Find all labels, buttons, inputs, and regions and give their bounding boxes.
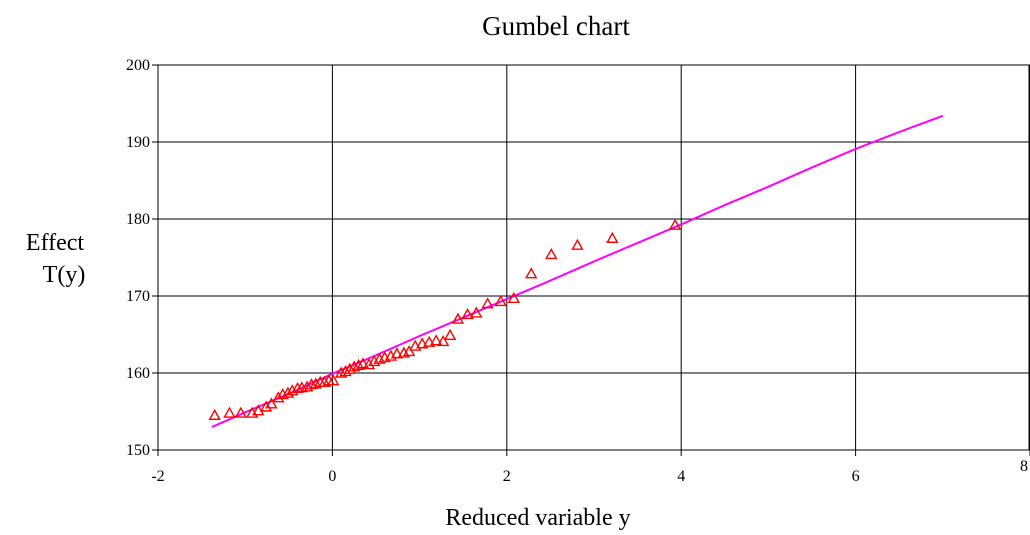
plot-area-frame	[157, 64, 1030, 451]
data-point-triangle	[208, 408, 221, 421]
data-point-triangle	[300, 380, 314, 392]
data-point-triangle	[525, 267, 538, 279]
data-point-triangle	[339, 365, 352, 377]
x-axis-title: Reduced variable y	[445, 505, 630, 531]
y-tick-label: 160	[126, 365, 150, 382]
observed-data-points	[208, 218, 682, 421]
x-tick-label: 6	[852, 468, 860, 485]
data-point-triangle	[390, 347, 404, 359]
data-point-triangle	[481, 297, 494, 309]
y-axis-tick-labels: 150 160 170 180 190 200	[126, 57, 150, 459]
data-point-triangle	[309, 377, 323, 389]
data-point-triangle	[451, 312, 465, 324]
y-axis-title-line-2: T(y)	[43, 262, 86, 288]
data-point-triangle	[606, 231, 619, 243]
y-axis-title-line-1: Effect	[26, 230, 85, 256]
data-point-triangle	[668, 218, 682, 230]
data-point-triangle	[507, 291, 520, 304]
chart-title: Gumbel chart	[482, 11, 630, 41]
data-point-triangle	[402, 344, 416, 357]
data-point-triangle	[470, 306, 483, 318]
data-point-triangle	[571, 238, 584, 250]
y-tick-label: 150	[126, 442, 150, 459]
y-tick-label: 170	[126, 288, 150, 305]
data-point-triangle	[494, 294, 507, 307]
x-axis-tick-labels: -2 0 2 4 6 8	[151, 458, 1028, 485]
data-point-triangle	[281, 386, 295, 398]
y-tick-label: 190	[126, 134, 150, 151]
data-point-triangle	[272, 391, 285, 403]
data-point-triangle	[286, 384, 299, 396]
data-point-triangle	[334, 366, 348, 378]
data-point-triangle	[356, 357, 370, 369]
x-tick-label: 8	[1020, 458, 1028, 475]
x-tick-label: 0	[328, 468, 336, 485]
data-point-triangle	[259, 400, 273, 412]
data-point-triangle	[545, 247, 558, 260]
data-point-triangle	[348, 360, 361, 372]
data-point-triangle	[362, 358, 376, 370]
data-point-triangle	[291, 381, 304, 394]
x-tick-label: 2	[503, 468, 511, 485]
data-point-triangle	[318, 375, 331, 387]
data-point-triangle	[305, 378, 318, 390]
y-tick-label: 200	[126, 57, 150, 74]
y-tick-label: 180	[126, 211, 150, 228]
data-point-triangle	[443, 328, 457, 340]
data-point-triangle	[234, 406, 248, 418]
data-point-triangle	[461, 308, 474, 320]
data-point-triangle	[436, 334, 450, 347]
data-point-triangle	[368, 355, 381, 367]
data-point-triangle	[343, 362, 357, 374]
x-tick-label: 4	[677, 468, 685, 485]
data-point-triangle	[265, 397, 278, 409]
data-point-triangle	[429, 334, 443, 346]
x-tick-label: -2	[151, 468, 164, 485]
data-point-triangle	[327, 374, 340, 386]
data-point-triangle	[352, 358, 365, 370]
data-point-triangle	[416, 337, 429, 349]
data-point-triangle	[223, 406, 236, 418]
data-point-triangle	[423, 335, 436, 347]
